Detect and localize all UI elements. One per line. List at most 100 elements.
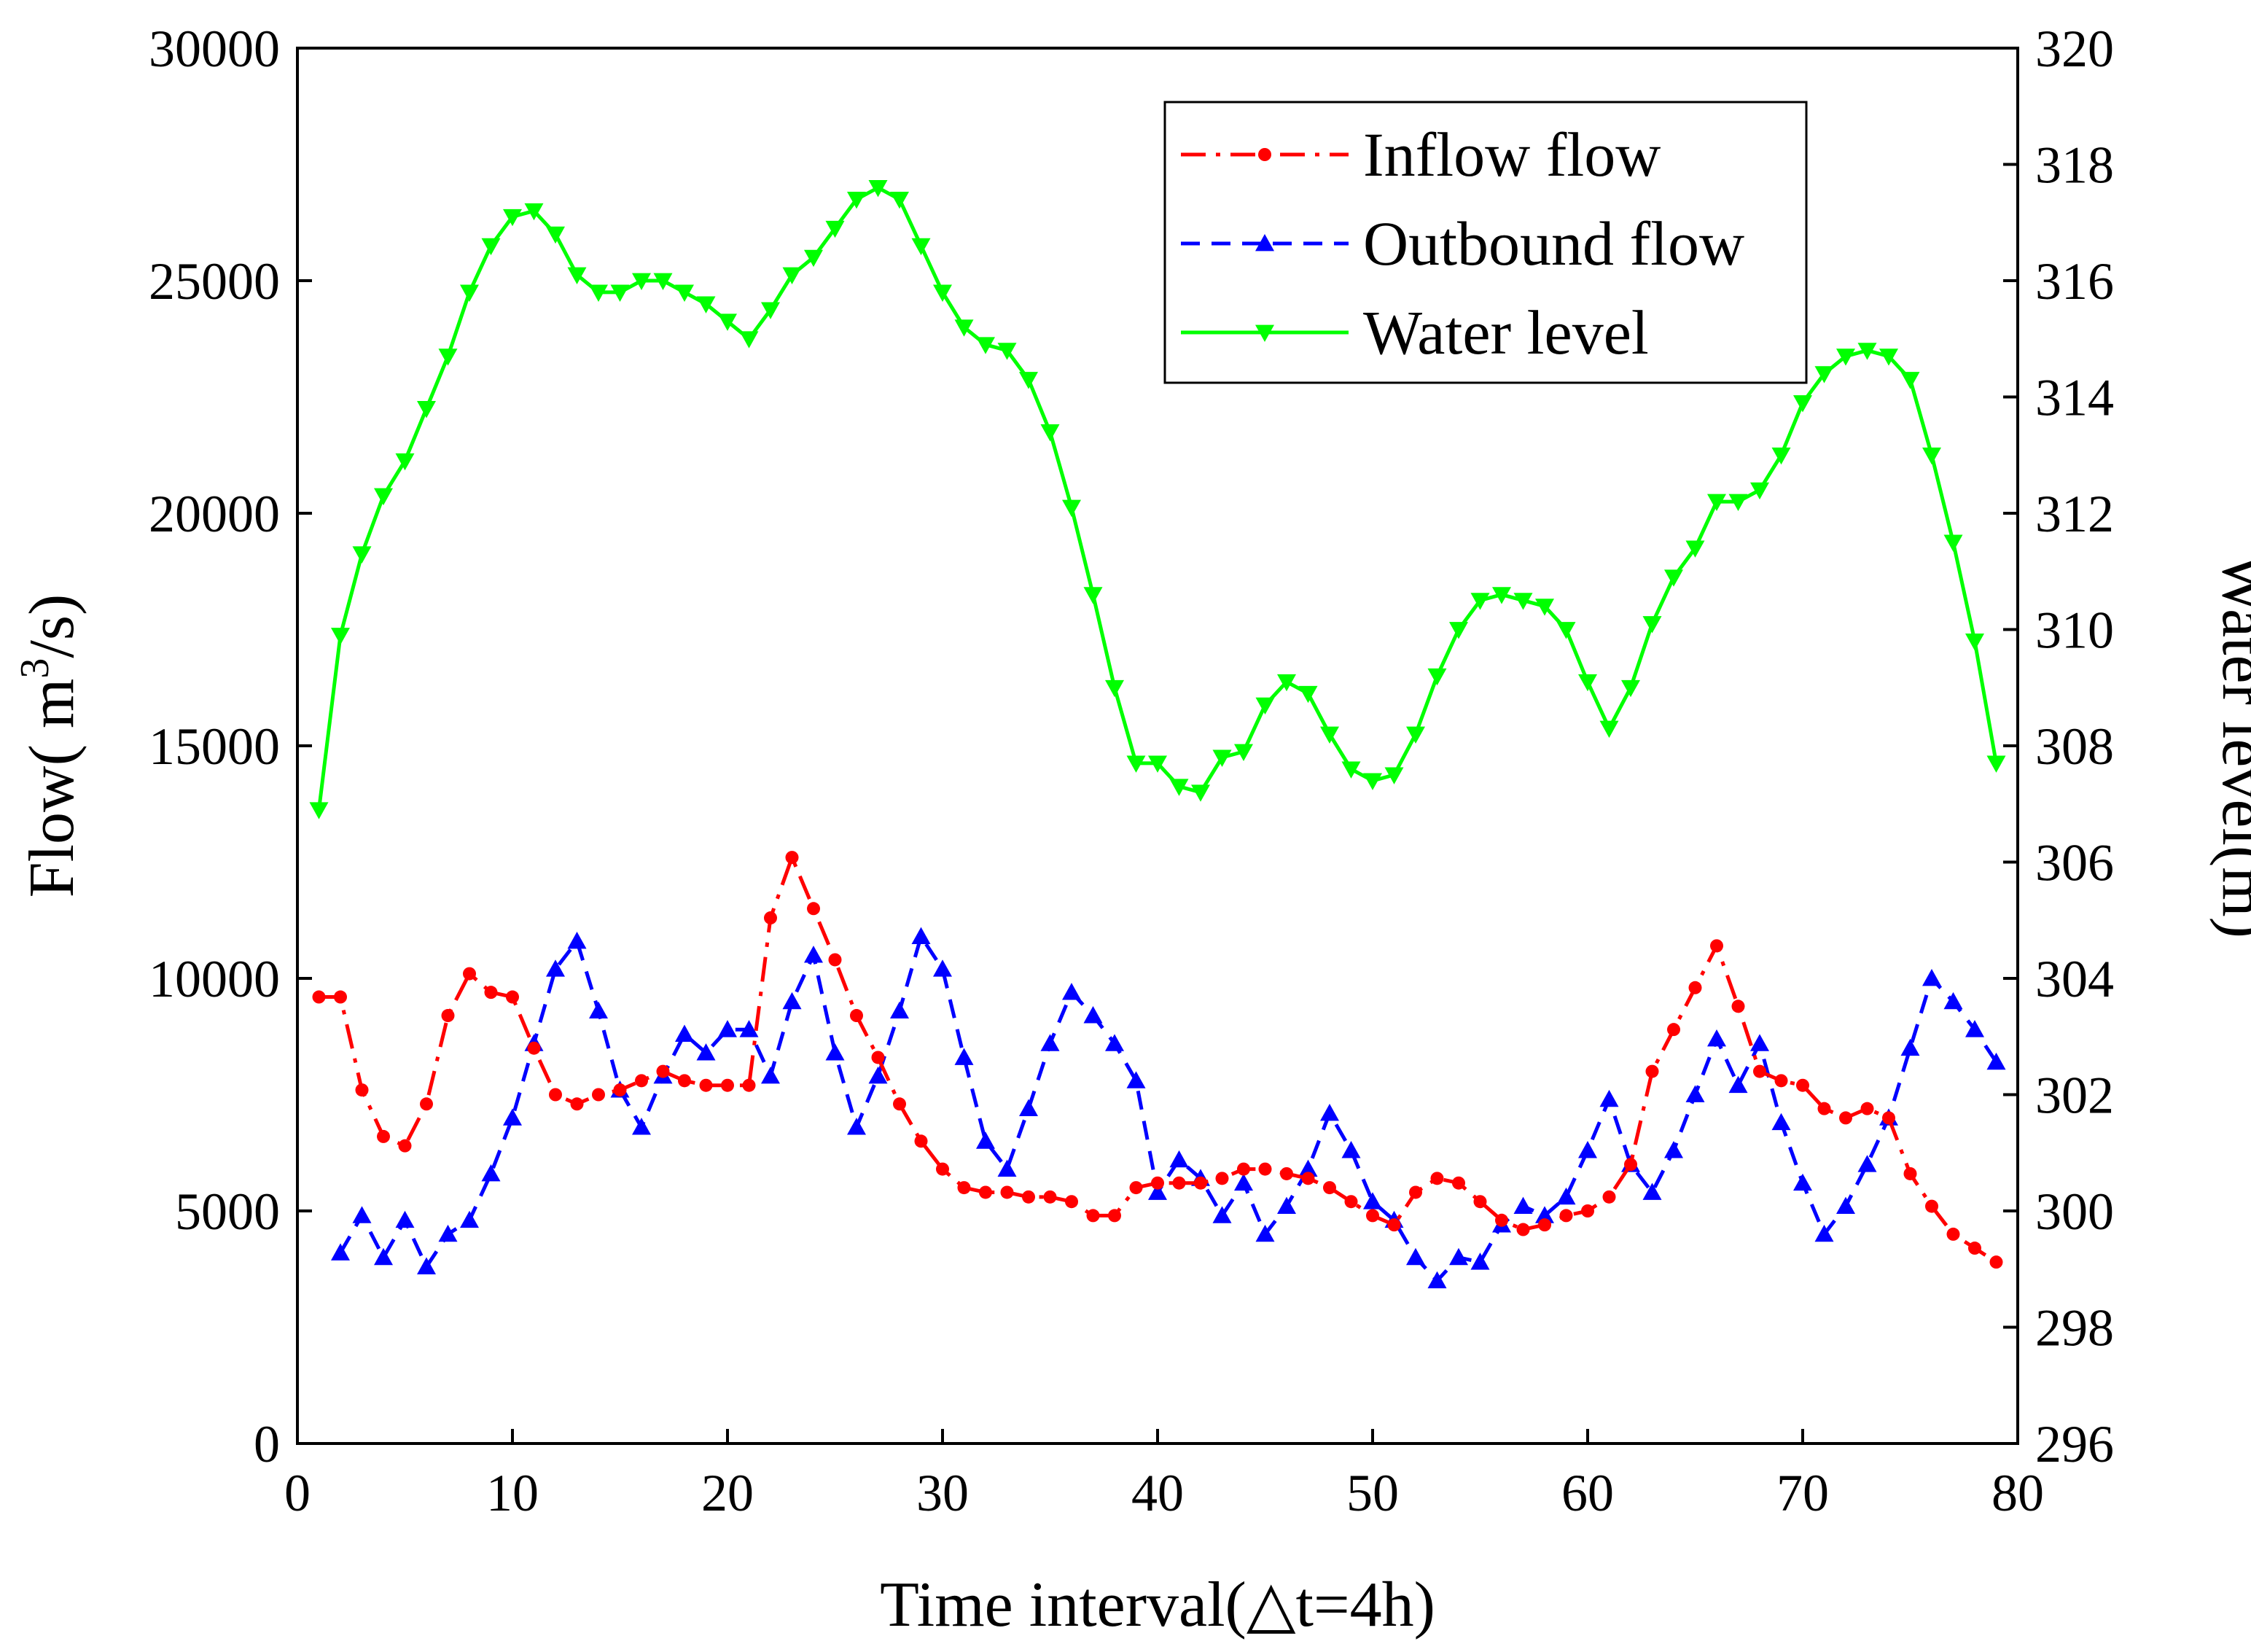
data-point [1793,395,1812,413]
series-outbound-flow [331,927,2006,1289]
data-point [1839,1111,1852,1125]
data-point [613,1083,627,1097]
y-right-tick-label: 308 [2035,717,2114,776]
data-point [675,284,694,302]
data-point [1556,1187,1576,1205]
data-point [484,986,498,1000]
data-point [1277,1196,1296,1215]
data-point [804,946,823,963]
data-point [721,1078,734,1092]
data-point [1903,1166,1917,1180]
data-point [1495,1213,1508,1227]
y-right-tick-label: 318 [2035,136,2114,195]
x-tick-label: 40 [1131,1464,1184,1522]
data-point [1750,482,1769,500]
data-point [1492,587,1511,604]
data-point [398,1139,412,1153]
data-point [567,931,587,949]
y-axis-left-label-superscript: 3 [12,658,58,679]
x-tick-label: 80 [1991,1464,2044,1522]
data-point [804,249,823,268]
data-point [936,1162,949,1176]
data-point [847,1118,866,1135]
data-point [1341,1141,1361,1158]
series-inflow-flow [312,851,2003,1269]
data-point [1255,697,1275,715]
data-point [1968,1242,1981,1255]
data-point [764,911,777,925]
y-right-tick-label: 298 [2035,1299,2114,1357]
data-point [825,1043,845,1061]
data-point [933,284,952,302]
data-point [1857,343,1877,360]
data-point [696,1043,716,1061]
data-point [1040,424,1060,442]
data-point [352,1206,372,1223]
data-point [1814,1224,1834,1242]
legend-label: Outbound flow [1363,209,1744,278]
data-point [1535,599,1554,616]
x-tick-label: 60 [1561,1464,1614,1522]
data-point [914,1134,928,1148]
data-point [1559,1209,1573,1223]
data-point [1516,1223,1530,1236]
axes: 0 10 20 30 40 50 60 70 80 0 5000 10000 15000 20000 250… [149,20,2114,1522]
data-point [1194,1176,1207,1190]
x-axis-label: Time interval(△t=4h) [880,1570,1435,1640]
data-point [1215,1172,1229,1185]
data-point [503,209,522,227]
data-point [1599,1089,1619,1107]
y-right-tick-label: 314 [2035,369,2114,427]
data-point [868,180,888,198]
data-point [656,1064,670,1078]
data-point [1169,779,1189,796]
data-point [1664,1141,1683,1158]
legend-item-outbound-flow: Outbound flow [1181,209,1744,278]
data-point [632,273,651,290]
data-point [481,1164,501,1182]
data-point [997,1159,1017,1177]
data-point [1148,755,1167,773]
data-point [395,1210,415,1228]
data-point [1513,593,1533,610]
y-right-tick-label: 300 [2035,1182,2114,1241]
data-point [954,319,974,337]
data-point [1814,366,1834,383]
data-point [420,1097,433,1111]
data-point [911,927,931,944]
data-point [1817,1102,1831,1115]
series-line-inflow-flow [319,855,1997,1264]
series-water-level [309,180,2006,819]
y-left-tick-label: 10000 [149,950,280,1008]
x-tick-label: 70 [1776,1464,1829,1522]
data-point [1685,1085,1705,1102]
data-point [1879,348,1898,366]
data-point [739,331,759,348]
data-point [1602,1190,1616,1204]
data-point [1836,1196,1855,1215]
data-point [503,1108,522,1126]
data-point [825,220,845,238]
data-point [1406,1247,1425,1266]
legend-label: Water level [1363,297,1649,367]
data-point [438,348,458,366]
y-right-tick-label: 306 [2035,834,2114,892]
data-point [460,284,479,302]
data-point [527,1041,541,1055]
data-point [1363,1192,1382,1209]
data-point [1860,1102,1874,1115]
data-point [1621,679,1640,698]
data-point [506,990,519,1004]
data-point [589,284,608,302]
data-point [742,1078,756,1092]
data-point [1366,1209,1379,1223]
data-point [807,902,820,916]
data-point [1320,1104,1339,1121]
data-point [1172,1176,1186,1190]
data-point [1234,1173,1253,1191]
data-point [1667,1023,1680,1037]
data-point [1943,991,1963,1010]
data-point [699,1078,713,1092]
data-point [1771,447,1791,465]
data-point [481,238,501,256]
